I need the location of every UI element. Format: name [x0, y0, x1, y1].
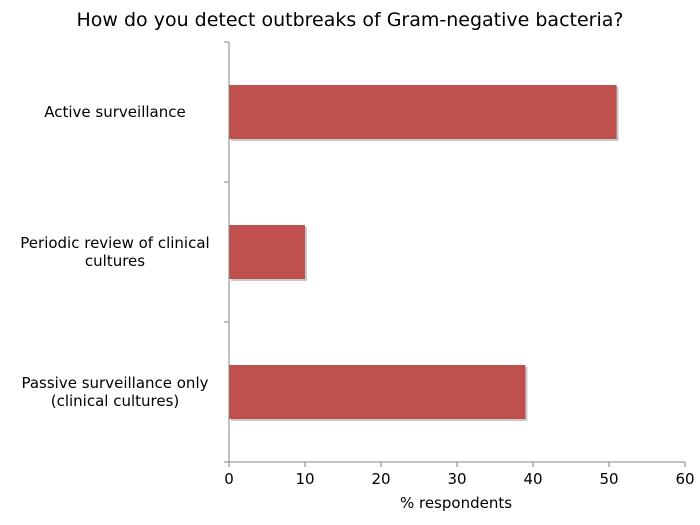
x-tick-label: 60: [675, 470, 694, 488]
category-label: Active surveillance: [44, 103, 185, 121]
chart-title: How do you detect outbreaks of Gram-nega…: [77, 9, 624, 31]
x-tick-label: 20: [371, 470, 390, 488]
x-tick-label: 40: [523, 470, 542, 488]
axes-layer: [224, 41, 686, 467]
x-tick-label: 10: [295, 470, 314, 488]
x-axis-title: % respondents: [400, 494, 512, 512]
bar: [229, 365, 526, 419]
bar: [229, 85, 617, 139]
bars-layer: [229, 85, 619, 421]
category-label: Passive surveillance only (clinical cultu…: [21, 374, 208, 410]
bar: [229, 225, 305, 279]
x-tick-label: 30: [447, 470, 466, 488]
labels-layer: 0 10 20 30 40 50 60 Active surveillance Periodic…: [20, 103, 694, 488]
x-tick-label: 0: [224, 470, 234, 488]
category-label: Periodic review of clinical cultures: [20, 234, 209, 270]
x-tick-label: 50: [599, 470, 618, 488]
